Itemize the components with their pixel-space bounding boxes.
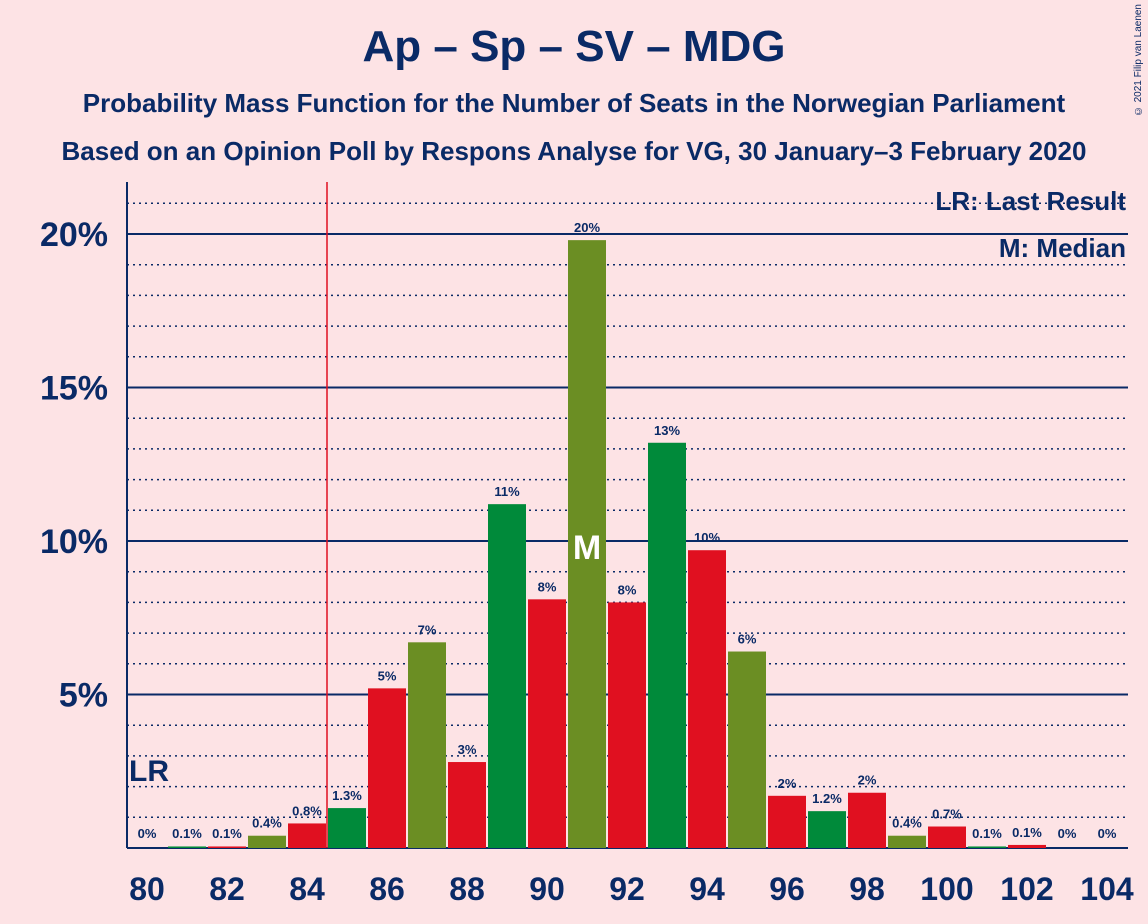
chart-subtitle-source: Based on an Opinion Poll by Respons Anal… xyxy=(61,136,1087,166)
bar xyxy=(488,504,526,848)
legend-last-result: LR: Last Result xyxy=(935,186,1126,216)
bar xyxy=(568,240,606,848)
bar xyxy=(968,846,1006,848)
data-label: 7% xyxy=(418,622,437,637)
data-label: 8% xyxy=(538,579,557,594)
data-label: 11% xyxy=(494,484,520,499)
x-tick-label: 80 xyxy=(129,871,165,907)
bar xyxy=(208,846,246,848)
data-label: 1.3% xyxy=(332,788,362,803)
legend-median: M: Median xyxy=(999,233,1126,263)
data-label: 0.4% xyxy=(892,816,922,831)
last-result-marker: LR xyxy=(129,755,169,788)
x-tick-label: 82 xyxy=(209,871,245,907)
data-label: 0.1% xyxy=(972,826,1002,841)
y-tick-label: 10% xyxy=(40,523,108,561)
data-label: 2% xyxy=(858,773,877,788)
bar xyxy=(448,762,486,848)
data-label: 5% xyxy=(378,668,397,683)
data-label: 20% xyxy=(574,220,600,235)
data-label: 0.7% xyxy=(932,807,962,822)
bar xyxy=(368,688,406,848)
data-label: 10% xyxy=(694,530,720,545)
y-tick-label: 5% xyxy=(59,677,108,715)
y-tick-label: 15% xyxy=(40,370,108,408)
bar xyxy=(528,599,566,848)
x-tick-label: 104 xyxy=(1080,871,1134,907)
bar xyxy=(288,823,326,848)
bar xyxy=(328,808,366,848)
data-label: 2% xyxy=(778,776,797,791)
chart-title: Ap – Sp – SV – MDG xyxy=(362,22,786,71)
data-label: 0.1% xyxy=(1012,825,1042,840)
x-tick-label: 86 xyxy=(369,871,405,907)
bar xyxy=(648,442,686,848)
data-label: 0.1% xyxy=(212,826,242,841)
median-marker: M xyxy=(573,529,601,567)
x-tick-label: 88 xyxy=(449,871,485,907)
data-label: 0.4% xyxy=(252,816,282,831)
data-label: 3% xyxy=(458,742,477,757)
bar xyxy=(408,642,446,848)
data-label: 0% xyxy=(1058,826,1077,841)
x-tick-label: 90 xyxy=(529,871,565,907)
x-tick-label: 102 xyxy=(1000,871,1053,907)
data-label: 1.2% xyxy=(812,791,842,806)
y-tick-label: 20% xyxy=(40,216,108,254)
x-tick-label: 98 xyxy=(849,871,885,907)
x-tick-label: 100 xyxy=(920,871,973,907)
bar xyxy=(688,550,726,848)
data-label: 13% xyxy=(654,423,680,438)
bar xyxy=(768,795,806,848)
data-label: 0.1% xyxy=(172,826,202,841)
bar xyxy=(608,602,646,848)
data-label: 8% xyxy=(618,582,637,597)
bar xyxy=(848,792,886,848)
chart-subtitle: Probability Mass Function for the Number… xyxy=(82,88,1066,118)
bar xyxy=(888,835,926,848)
data-label: 0.8% xyxy=(292,803,322,818)
x-tick-label: 96 xyxy=(769,871,805,907)
bar xyxy=(728,651,766,848)
bar xyxy=(928,826,966,848)
bar xyxy=(1008,844,1046,848)
x-tick-label: 92 xyxy=(609,871,645,907)
data-label: 0% xyxy=(138,826,157,841)
bar xyxy=(168,846,206,848)
x-tick-label: 94 xyxy=(689,871,725,907)
x-tick-label: 84 xyxy=(289,871,325,907)
bar xyxy=(808,811,846,848)
data-label: 0% xyxy=(1098,826,1117,841)
bar xyxy=(248,835,286,848)
data-label: 6% xyxy=(738,632,757,647)
